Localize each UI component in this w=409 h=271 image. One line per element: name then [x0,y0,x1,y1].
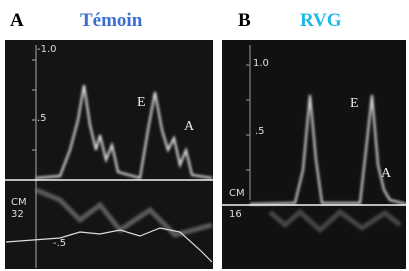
peak-label: A [381,166,392,181]
depth-unit: CM [11,197,27,208]
peak-label: E [350,96,359,111]
scale-label: .5 [37,113,47,124]
panel-letter: B [238,10,251,31]
doppler-image-a: -1.0 .5 -.5 CM 32 E A [5,40,213,269]
peak-label: A [184,119,195,134]
scale-label: -.5 [53,238,66,249]
panel-letter: A [10,10,24,31]
scale-label: .5 [255,126,265,137]
figure: A Témoin B RVG -1.0 .5 -.5 CM 32 E A 1.0… [0,0,409,271]
doppler-image-b: 1.0 .5 CM 16 E A [222,40,406,269]
panel-title: Témoin [80,10,143,31]
depth-unit: CM [229,188,245,199]
scale-label: -1.0 [37,44,57,55]
depth-value: 16 [229,209,242,220]
scale-label: 1.0 [253,58,269,69]
depth-value: 32 [11,209,24,220]
panel-title: RVG [300,10,342,31]
peak-label: E [137,95,146,110]
